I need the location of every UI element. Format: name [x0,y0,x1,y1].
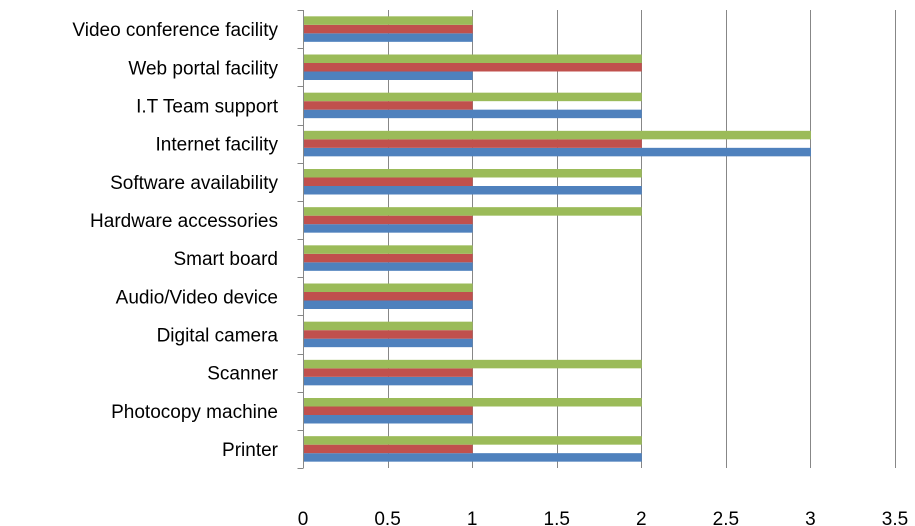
category-label: Scanner [207,364,278,385]
bar [303,215,473,225]
bar [303,368,473,377]
bar [303,406,473,415]
bar [303,54,642,63]
bar [303,24,473,34]
category-label: Smart board [173,249,278,270]
category-label: Audio/Video device [116,287,278,308]
bar [303,207,642,216]
bar [303,398,642,407]
bar [303,71,473,80]
bar [303,262,473,271]
bar [303,147,811,157]
bar [303,415,473,424]
category-label: Video conference facility [72,20,278,41]
bar [303,321,473,331]
category-label: I.T Team support [136,96,279,117]
bar [303,177,473,186]
bar [303,253,473,263]
bar [303,436,642,445]
gridlines [388,10,896,468]
x-tick-label: 2.5 [713,509,739,526]
bar [303,169,642,178]
bar [303,109,642,119]
bar [303,16,473,25]
bar [303,130,811,140]
category-label: Software availability [110,173,278,194]
bar [303,444,473,454]
x-tick-label: 0.5 [374,509,400,526]
category-label: Internet facility [156,135,279,156]
x-tick-label: 1 [467,509,478,526]
bar [303,92,642,102]
bar [303,186,642,195]
bar [303,101,473,110]
bar [303,359,642,369]
category-label: Printer [222,440,279,461]
category-labels: Printer Photocopy machine Scanner Digital c… [72,20,278,461]
bar [303,453,642,462]
axes [297,10,304,469]
bar [303,330,473,339]
tick-labels: 0 0.5 1 1.5 2 2.5 3 3.5 [298,509,909,526]
x-tick-label: 3 [805,509,816,526]
x-tick-label: 3.5 [882,509,908,526]
bar [303,224,473,233]
bar [303,63,642,72]
bar [303,376,473,386]
bars [303,16,811,462]
category-label: Hardware accessories [90,211,278,232]
bar [303,245,473,254]
bar [303,283,473,292]
x-tick-label: 0 [298,509,309,526]
bar [303,139,642,148]
bar [303,33,473,42]
bar [303,292,473,301]
x-tick-label: 2 [636,509,647,526]
bar [303,300,473,309]
x-tick-label: 1.5 [544,509,570,526]
bar [303,338,473,348]
category-label: Photocopy machine [111,402,278,423]
category-label: Web portal facility [128,58,278,79]
category-label: Digital camera [157,325,279,346]
